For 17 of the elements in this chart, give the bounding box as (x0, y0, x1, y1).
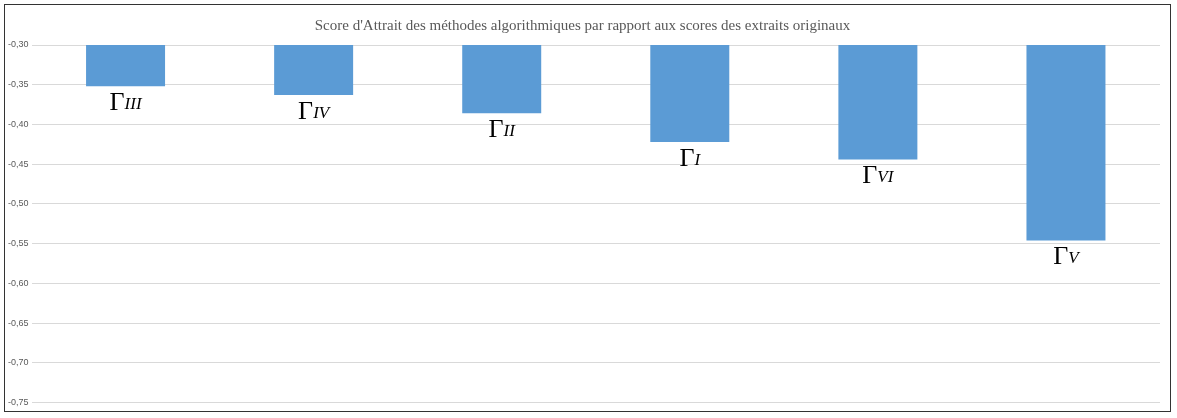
y-tick-label: -0,50 (8, 198, 29, 209)
y-tick-label: -0,65 (8, 317, 29, 328)
x-tick-label: ΓVI (862, 160, 895, 190)
chart-title: Score d'Attrait des méthodes algorithmiques par rapport aux scores des extraits originaux (314, 16, 851, 33)
x-tick-label: ΓII (488, 114, 517, 144)
y-tick-label: -0,35 (8, 79, 29, 90)
x-tick-label: ΓI (679, 142, 702, 172)
y-tick-label: -0,75 (8, 397, 29, 408)
y-tick-label: -0,70 (8, 357, 29, 368)
x-tick-label: ΓIV (298, 95, 332, 125)
y-tick-label: -0,30 (8, 39, 29, 50)
x-tick-label: ΓV (1053, 241, 1082, 271)
x-tick-label: ΓIII (109, 87, 143, 117)
y-tick-label: -0,40 (8, 118, 29, 129)
y-tick-label: -0,45 (8, 158, 29, 169)
y-tick-label: -0,55 (8, 238, 29, 249)
y-tick-label: -0,60 (8, 277, 29, 288)
